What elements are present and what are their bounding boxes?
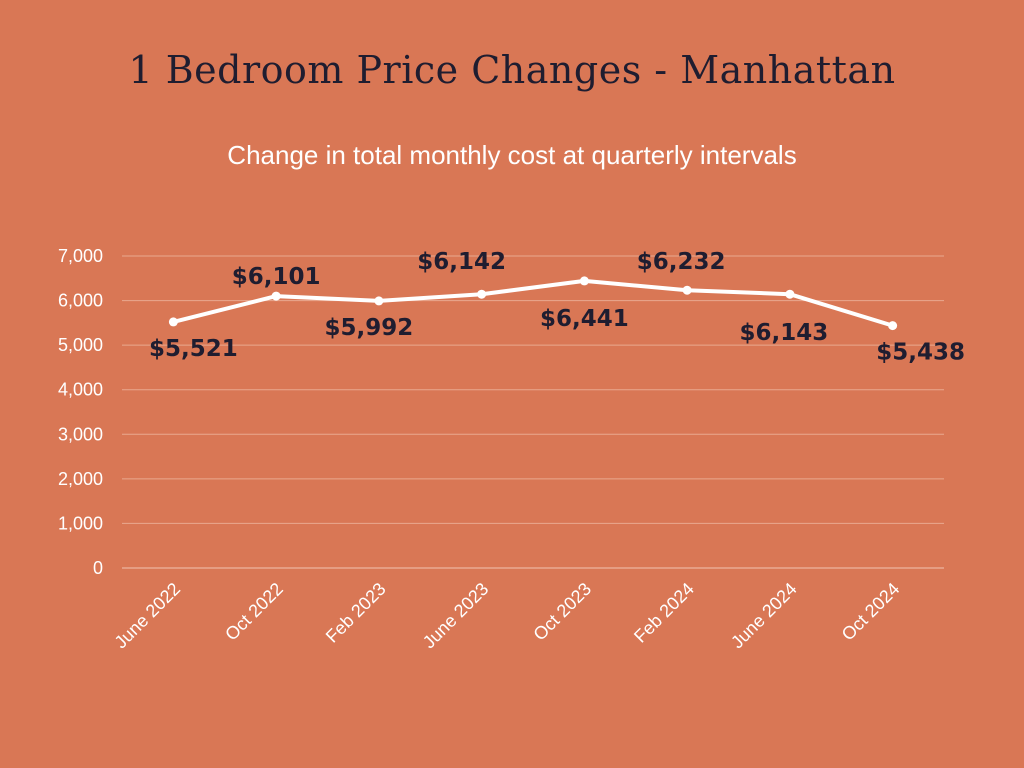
x-tick-label: Feb 2024	[630, 579, 698, 647]
data-point	[785, 289, 795, 299]
y-tick-label: 3,000	[58, 424, 103, 444]
data-label: $6,232	[637, 249, 726, 275]
y-tick-label: 7,000	[58, 246, 103, 266]
data-point	[888, 321, 898, 331]
data-points	[168, 276, 898, 331]
x-tick-label: June 2024	[727, 579, 801, 653]
y-tick-label: 0	[93, 558, 103, 578]
data-label: $6,143	[739, 320, 828, 346]
x-tick-label: Oct 2022	[221, 579, 287, 645]
data-label: $6,101	[232, 264, 321, 290]
series-line-group	[171, 278, 895, 328]
data-label: $5,992	[324, 315, 413, 341]
y-tick-label: 1,000	[58, 513, 103, 533]
x-tick-label: Feb 2023	[322, 579, 390, 647]
data-point	[682, 285, 692, 295]
y-tick-label: 5,000	[58, 335, 103, 355]
chart-title: 1 Bedroom Price Changes - Manhattan	[128, 48, 896, 92]
x-axis-ticks: June 2022 Oct 2022 Feb 2023 June 2023 Oct 20…	[111, 579, 904, 653]
data-label: $5,521	[149, 336, 238, 362]
x-tick-label: Oct 2023	[529, 579, 595, 645]
data-labels: $5,521 $6,101$5,992 $6,142 $6,441 $6,232 $6,1…	[149, 249, 965, 366]
data-label: $6,142	[417, 249, 506, 275]
y-axis-ticks: 0 1,000 2,000 3,000 4,000 5,000 6,000 7,000	[58, 246, 103, 578]
data-point	[271, 291, 281, 301]
data-label: $5,438	[876, 340, 965, 366]
data-point	[579, 276, 589, 286]
x-tick-label: Oct 2024	[838, 579, 904, 645]
x-tick-label: June 2023	[419, 579, 493, 653]
y-tick-label: 6,000	[58, 291, 103, 311]
data-point	[374, 296, 384, 306]
x-tick-label: June 2022	[111, 579, 185, 653]
series-line	[171, 278, 895, 328]
y-tick-label: 4,000	[58, 380, 103, 400]
data-label: $6,441	[540, 306, 629, 332]
y-tick-label: 2,000	[58, 469, 103, 489]
chart-subtitle: Change in total monthly cost at quarterl…	[227, 140, 797, 170]
data-point	[168, 317, 178, 327]
data-point	[477, 289, 487, 299]
